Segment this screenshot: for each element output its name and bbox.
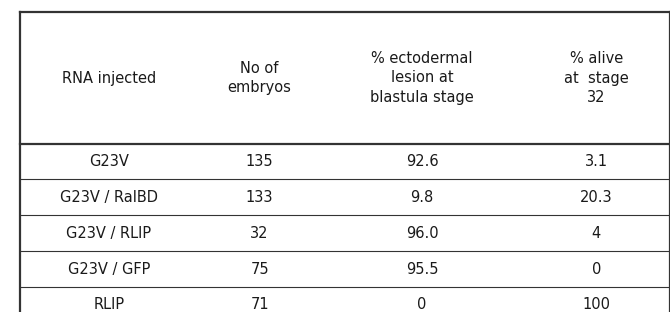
- Text: 133: 133: [246, 190, 273, 205]
- Text: 3.1: 3.1: [585, 154, 608, 169]
- Text: G23V / GFP: G23V / GFP: [68, 261, 150, 277]
- Text: G23V / RLIP: G23V / RLIP: [66, 226, 151, 241]
- Text: G23V: G23V: [89, 154, 129, 169]
- Text: 71: 71: [251, 297, 269, 312]
- Text: RNA injected: RNA injected: [62, 71, 156, 85]
- Text: G23V / RalBD: G23V / RalBD: [60, 190, 158, 205]
- Text: 0: 0: [417, 297, 427, 312]
- Text: 0: 0: [592, 261, 601, 277]
- Text: 32: 32: [251, 226, 269, 241]
- Text: % alive
at  stage
32: % alive at stage 32: [564, 51, 628, 105]
- Text: 20.3: 20.3: [580, 190, 612, 205]
- Text: 92.6: 92.6: [406, 154, 438, 169]
- Text: 135: 135: [246, 154, 273, 169]
- Text: 95.5: 95.5: [406, 261, 438, 277]
- Text: 4: 4: [592, 226, 601, 241]
- Text: 9.8: 9.8: [411, 190, 433, 205]
- Text: 96.0: 96.0: [406, 226, 438, 241]
- Text: % ectodermal
lesion at
blastula stage: % ectodermal lesion at blastula stage: [371, 51, 474, 105]
- Text: No of
embryos: No of embryos: [228, 61, 291, 95]
- Text: 75: 75: [251, 261, 269, 277]
- Text: 100: 100: [582, 297, 610, 312]
- Text: RLIP: RLIP: [93, 297, 125, 312]
